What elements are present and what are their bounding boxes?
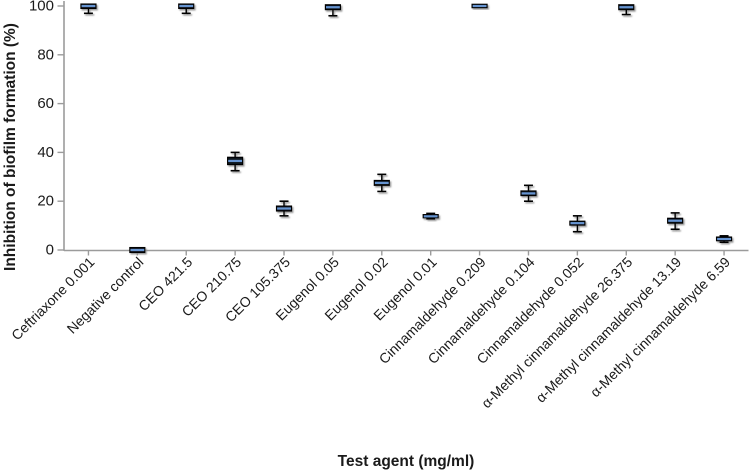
box-plot-2 [178,3,195,15]
box-plot-10 [569,215,586,233]
y-tick-label: 0 [46,242,54,259]
box-plot-0 [80,3,97,15]
x-axis-title: Test agent (mg/ml) [338,453,475,470]
box-plot-8 [471,3,488,9]
y-tick-label: 80 [37,46,54,63]
box-plot-11 [618,4,635,16]
y-tick-label: 40 [37,144,54,161]
y-tick-label: 60 [37,95,54,112]
y-axis-title: Inhibition of biofilm formation (%) [2,23,19,271]
category-label: Ceftriaxone 0.001 [8,254,98,344]
box-plot-13 [715,235,733,243]
box-plot-7 [422,212,439,220]
y-tick-label: 20 [37,193,54,210]
box-plot-4 [275,200,293,217]
box-plot-5 [324,4,342,17]
box-plot-6 [373,173,390,193]
box-plot-9 [520,184,537,202]
box-plot-3 [227,151,244,172]
y-tick-label: 100 [29,0,54,15]
box-plot-12 [667,212,684,231]
box-plot-1 [129,246,146,254]
